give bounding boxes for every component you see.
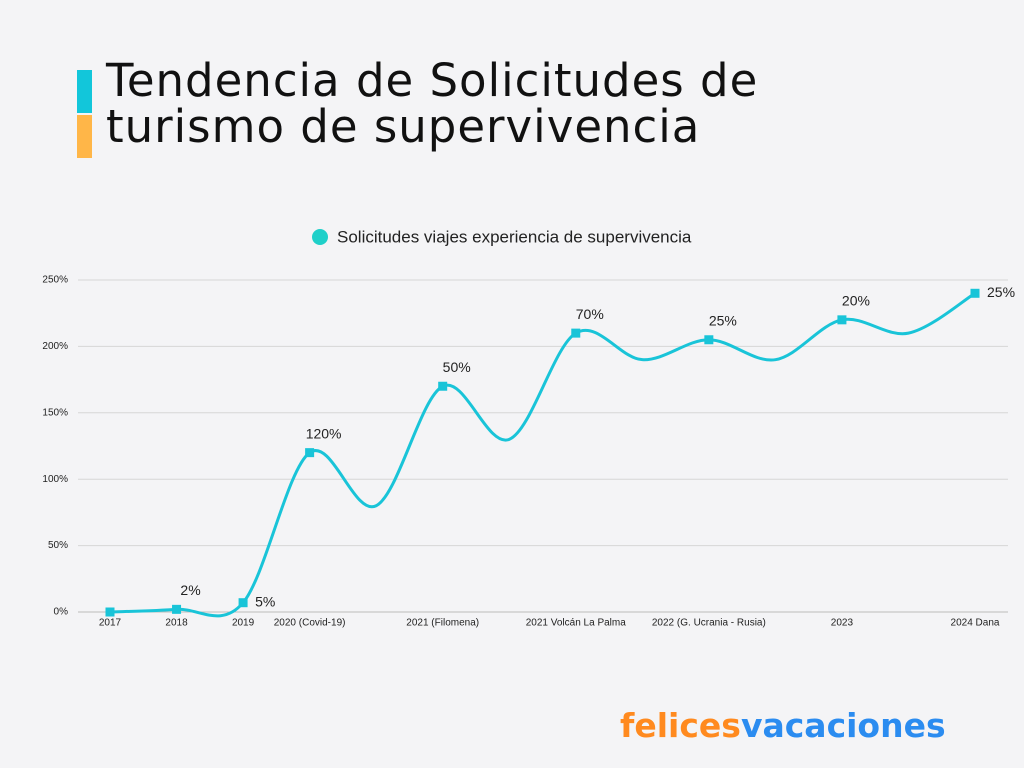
marker [438, 381, 448, 391]
data-label: 20% [842, 293, 870, 309]
data-label: 2% [180, 582, 200, 598]
data-label: 5% [255, 593, 275, 609]
marker [105, 607, 115, 617]
brand-part: vacaciones [740, 706, 946, 745]
marker [172, 604, 182, 614]
data-label: 25% [987, 284, 1015, 300]
line [109, 291, 976, 618]
x-tick-label: 2017 [99, 618, 122, 629]
data-label: 120% [306, 425, 342, 441]
data-label: 50% [443, 359, 471, 375]
x-tick-label: 2023 [831, 618, 854, 629]
brand-logo: felicesvacaciones [620, 706, 946, 745]
legend-marker [312, 229, 328, 245]
x-tick-label: 2022 (G. Ucrania - Rusia) [652, 618, 766, 629]
y-tick-label: 50% [48, 540, 68, 551]
legend-label: Solicitudes viajes experiencia de superv… [337, 227, 692, 246]
x-tick-label: 2018 [165, 618, 188, 629]
title-accent [77, 70, 92, 113]
x-tick-label: 2021 Volcán La Palma [526, 618, 627, 629]
y-tick-label: 150% [42, 407, 68, 418]
y-tick-label: 250% [42, 275, 68, 286]
title: Tendencia de Solicitudes de turismo de su… [106, 58, 758, 150]
marker [837, 315, 847, 325]
brand-part: felices [620, 706, 741, 745]
x-tick-label: 2021 (Filomena) [406, 618, 479, 629]
marker [970, 288, 980, 298]
title-line: Tendencia de Solicitudes de [106, 54, 759, 107]
marker [704, 335, 714, 345]
title-line: turismo de supervivencia [106, 100, 701, 153]
marker [238, 598, 248, 608]
marker [571, 328, 581, 338]
title-accent [77, 115, 92, 158]
x-tick-label: 2019 [232, 618, 255, 629]
x-tick-label: 2024 Dana [951, 618, 1000, 629]
y-tick-label: 0% [54, 607, 69, 618]
y-tick-label: 200% [42, 341, 68, 352]
data-label: 25% [709, 312, 737, 328]
x-tick-label: 2020 (Covid-19) [274, 618, 346, 629]
y-tick-label: 100% [42, 474, 68, 485]
marker [305, 448, 315, 458]
data-label: 70% [576, 306, 604, 322]
